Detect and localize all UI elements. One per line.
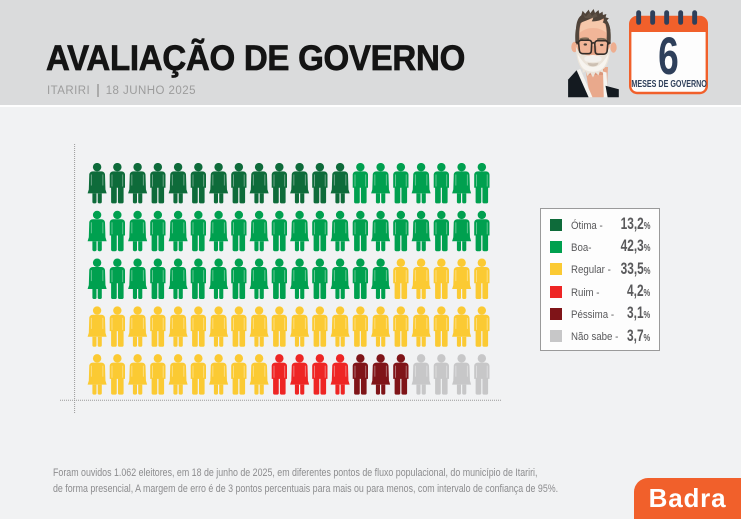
svg-text:6: 6 — [658, 26, 679, 85]
svg-text:MESES DE GOVERNO: MESES DE GOVERNO — [631, 78, 707, 90]
